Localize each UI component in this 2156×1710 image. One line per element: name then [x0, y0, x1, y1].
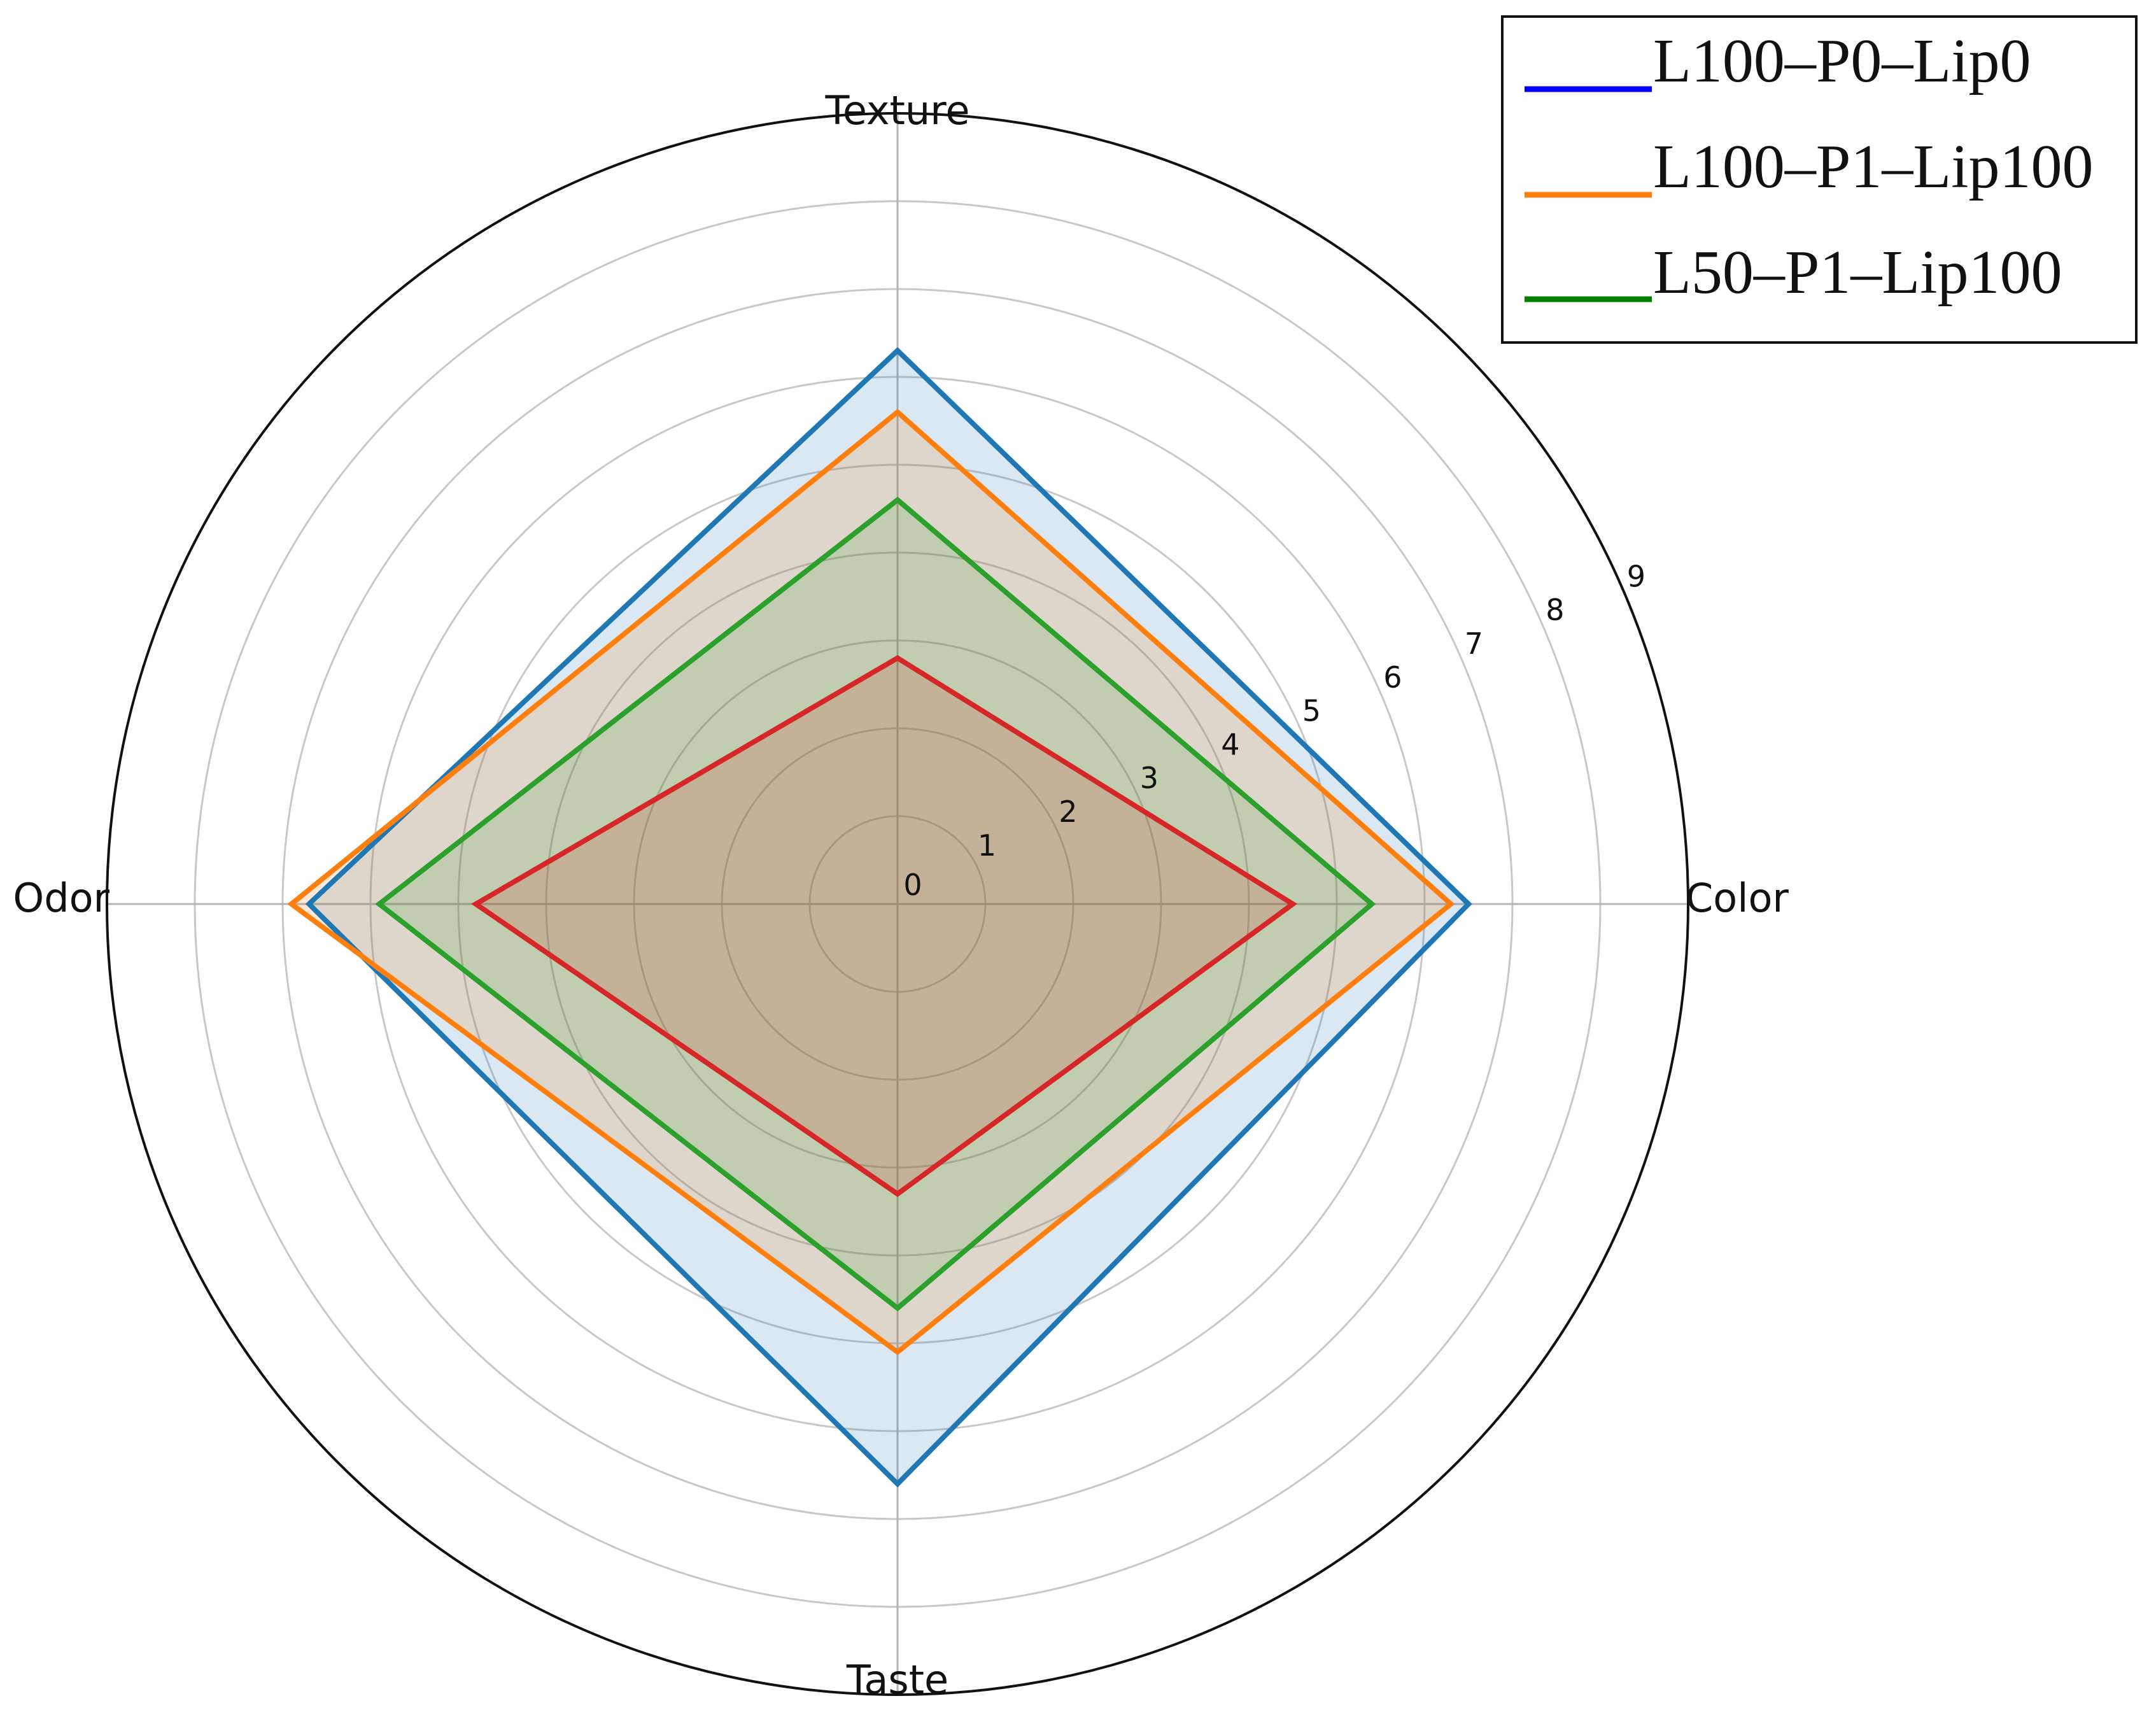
legend-label-2: L100–P1–Lip100: [1653, 132, 2093, 201]
r-tick-7: 7: [1465, 626, 1483, 661]
r-tick-2: 2: [1059, 795, 1077, 829]
series-3-fill: [379, 500, 1372, 1308]
r-tick-5: 5: [1302, 694, 1321, 728]
r-tick-6: 6: [1383, 660, 1402, 695]
outer-ring: [106, 112, 1689, 1696]
legend-label-3: L50–P1–Lip100: [1653, 238, 2062, 307]
radial-tick-labels: 0 1 2 3 4 5 6 7 8 9: [903, 559, 1645, 902]
series-4-line: [471, 654, 1298, 1198]
series-2-line: [287, 408, 1455, 1355]
legend-label-1: L100–P0–Lip0: [1653, 27, 2031, 95]
series-4-fill: [476, 658, 1293, 1194]
axis-label-color: Color: [1686, 875, 1789, 921]
r-tick-0: 0: [903, 868, 922, 902]
r-tick-8: 8: [1546, 593, 1564, 627]
series-group: [287, 347, 1472, 1488]
legend-box: [1501, 15, 2138, 344]
axis-labels: Texture Color Taste Odor: [13, 87, 1789, 1703]
r-tick-9: 9: [1627, 559, 1645, 593]
radial-grid: [106, 112, 1689, 1696]
series-1-line: [305, 347, 1472, 1488]
axis-label-texture: Texture: [825, 87, 970, 134]
r-tick-1: 1: [978, 828, 996, 863]
series-3-line: [375, 497, 1376, 1311]
r-tick-3: 3: [1140, 761, 1159, 795]
axis-label-taste: Taste: [846, 1657, 948, 1703]
r-tick-4: 4: [1221, 727, 1239, 761]
legend: L100–P0–Lip0 L100–P1–Lip100 L50–P1–Lip10…: [1501, 15, 2138, 344]
axis-label-odor: Odor: [13, 875, 109, 921]
